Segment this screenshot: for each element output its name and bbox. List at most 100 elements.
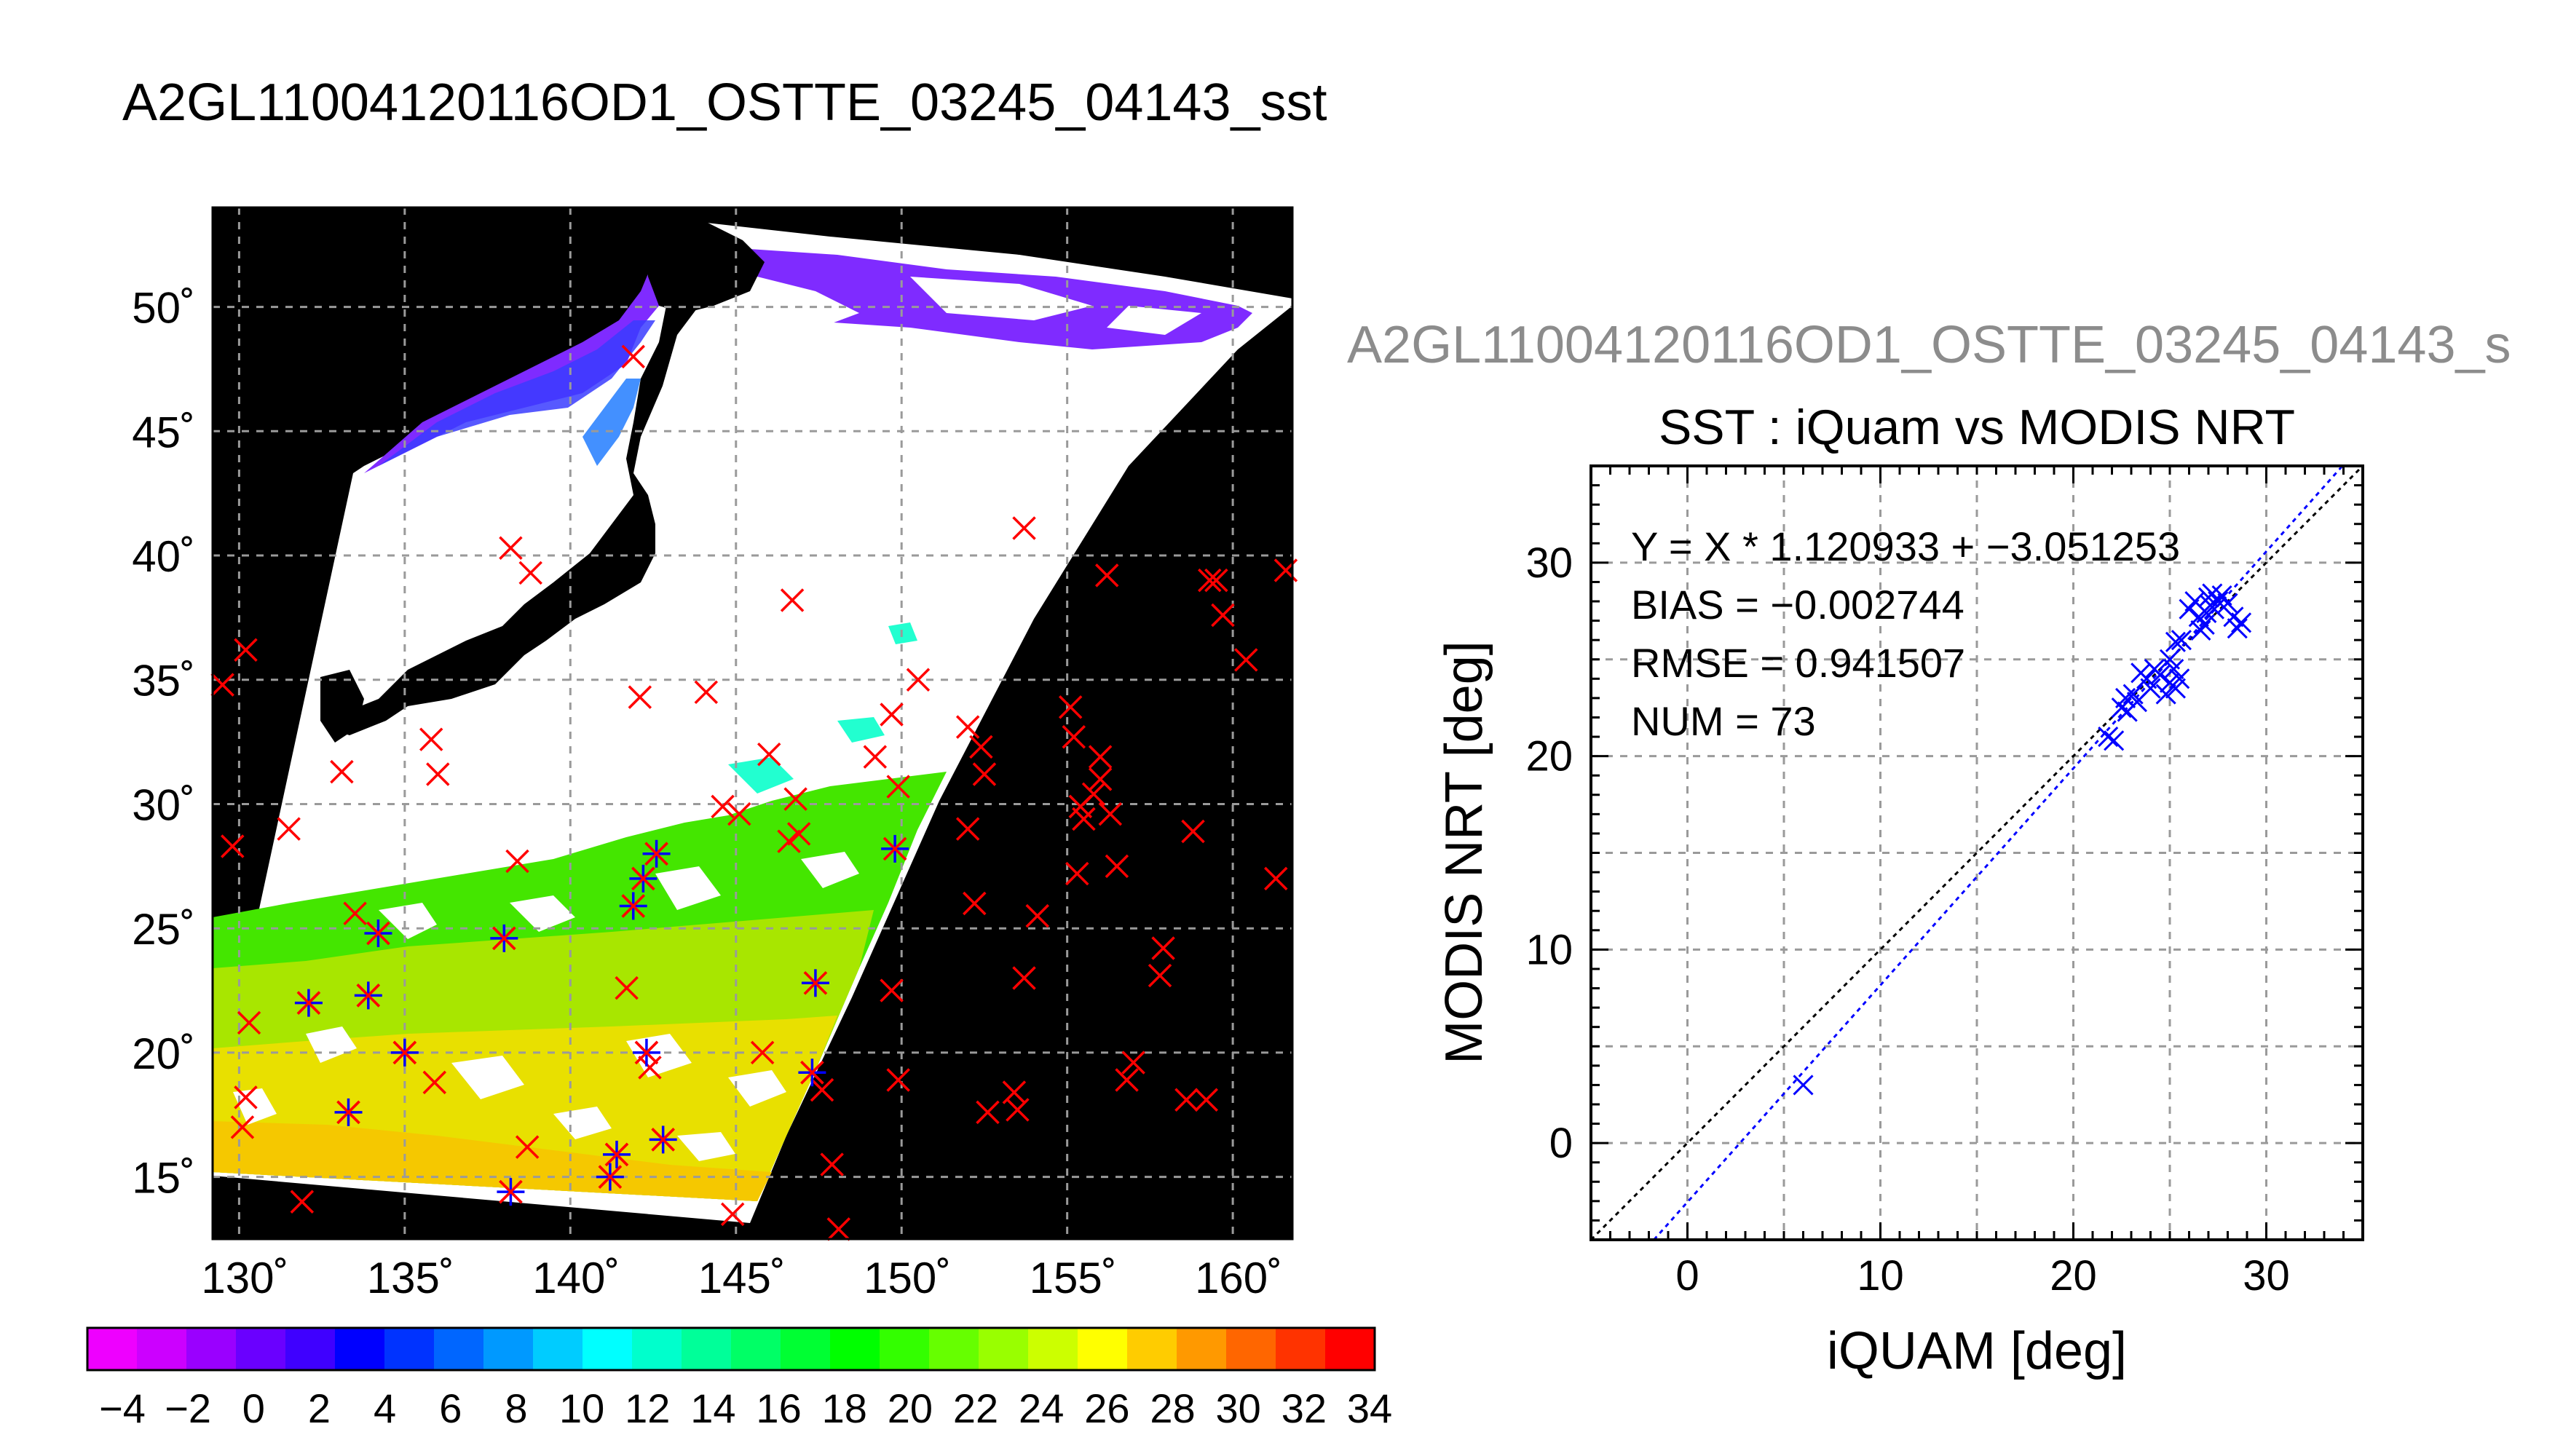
- buoy-marker: [780, 588, 805, 612]
- map-lat-label: 25˚: [132, 905, 195, 954]
- buoy-marker: [720, 1202, 745, 1227]
- buoy-marker: [694, 680, 719, 705]
- buoy-marker: [336, 1100, 360, 1125]
- colorbar-tick-label: 22: [953, 1385, 998, 1431]
- map-lat-label: 20˚: [132, 1029, 195, 1078]
- scatter-point: [2155, 684, 2176, 705]
- scatter-stat-line: RMSE = 0.941507: [1631, 640, 1965, 686]
- map-lon-label: 150˚: [864, 1254, 951, 1302]
- colorbar-bin: [583, 1328, 633, 1370]
- colorbar-bin: [285, 1328, 336, 1370]
- buoy-marker: [1151, 936, 1175, 960]
- buoy-marker: [976, 1100, 1000, 1125]
- buoy-marker: [1234, 648, 1258, 672]
- colorbar-bin: [384, 1328, 435, 1370]
- colorbar-bin: [335, 1328, 385, 1370]
- map-lat-label: 40˚: [132, 532, 195, 581]
- buoy-marker: [515, 1135, 540, 1159]
- scatter-point: [2190, 620, 2211, 641]
- buoy-marker: [1095, 563, 1119, 587]
- buoy-marker: [1121, 1051, 1145, 1075]
- buoy-marker: [634, 1040, 659, 1065]
- buoy-marker: [955, 715, 980, 739]
- buoy-marker: [1181, 819, 1205, 844]
- colorbar-bin: [731, 1328, 781, 1370]
- buoy-marker: [880, 978, 904, 1002]
- colorbar-tick-label: 12: [625, 1385, 670, 1431]
- colorbar-bin: [1226, 1328, 1276, 1370]
- scatter-point: [2098, 726, 2119, 748]
- colorbar-bin: [830, 1328, 880, 1370]
- figure-title: A2GL11004120116OD1_OSTTE_03245_04143_sst: [122, 74, 1327, 132]
- scatter-y-tick-labels: 0 10 20 30: [1525, 539, 1573, 1167]
- scatter-y-tick-label: 20: [1525, 733, 1573, 780]
- scatter-header: A2GL11004120116OD1_OSTTE_03245_04143_s: [1347, 316, 2511, 374]
- colorbar-tick-label: 8: [505, 1385, 527, 1431]
- buoy-marker: [277, 817, 301, 841]
- cold-band-clouds: [677, 277, 1201, 335]
- buoy-marker: [1115, 1068, 1139, 1092]
- regression-line: [1653, 465, 2344, 1241]
- buoy-marker: [777, 829, 801, 853]
- colorbar-tick-label: 18: [822, 1385, 867, 1431]
- buoy-marker: [499, 536, 523, 561]
- map-buoy-markers: [210, 344, 1298, 1241]
- buoy-marker: [644, 842, 668, 866]
- sst-colorbar: −4 −2 0 2 4 6 8 10 12 14 16 18 20 22 24 26 28 30 32 34: [86, 1326, 1392, 1431]
- colorbar-bin: [483, 1328, 534, 1370]
- colorbar-bin: [137, 1328, 187, 1370]
- scatter-y-tick-label: 30: [1525, 539, 1573, 587]
- scatter-point: [2163, 658, 2184, 680]
- buoy-marker: [1148, 963, 1172, 988]
- buoy-marker: [1088, 745, 1113, 769]
- buoy-marker: [628, 685, 652, 709]
- buoy-marker: [426, 762, 450, 786]
- colorbar-tick-label: 14: [690, 1385, 735, 1431]
- scatter-y-tick-label: 0: [1549, 1120, 1573, 1167]
- sst-band-cold-blue: [379, 320, 655, 466]
- scatter-y-tick-label: 10: [1525, 926, 1573, 973]
- buoy-marker: [330, 759, 354, 784]
- scatter-y-axis-label: MODIS NRT [deg]: [1435, 641, 1493, 1064]
- buoy-marker: [886, 775, 910, 799]
- colorbar-bin: [929, 1328, 979, 1370]
- colorbar-bin: [1325, 1328, 1375, 1370]
- buoy-marker: [1098, 802, 1123, 826]
- scatter-point: [2122, 684, 2144, 705]
- scatter-x-tick-label: 0: [1675, 1252, 1699, 1299]
- colorbar-tick-label: 28: [1150, 1385, 1195, 1431]
- scatter-point: [2149, 664, 2171, 686]
- scatter-point: [2169, 668, 2190, 689]
- map-swath: [213, 218, 1292, 1223]
- buoy-marker: [621, 894, 645, 918]
- buoy-marker: [237, 1010, 261, 1035]
- buoy-marker: [810, 1077, 834, 1102]
- buoy-marker: [1058, 695, 1083, 719]
- colorbar-tick-label: 4: [374, 1385, 396, 1431]
- scatter-panel: A2GL11004120116OD1_OSTTE_03245_04143_s S…: [1347, 316, 2511, 1380]
- colorbar-tick-label: 20: [888, 1385, 933, 1431]
- colorbar-bin: [632, 1328, 682, 1370]
- map-latitude-labels: 50˚ 45˚ 40˚ 35˚ 30˚ 25˚ 20˚ 15˚: [132, 284, 195, 1203]
- sst-band-cold-cyan: [583, 379, 641, 466]
- map-lat-label: 50˚: [132, 284, 195, 333]
- buoy-marker: [826, 1217, 851, 1241]
- buoy-marker: [711, 794, 735, 819]
- map-lat-label: 30˚: [132, 780, 195, 829]
- scatter-statistics: Y = X * 1.120933 + −3.051253 BIAS = −0.00…: [1631, 523, 2180, 744]
- colorbar-bin: [781, 1328, 831, 1370]
- map-lon-label: 140˚: [532, 1254, 620, 1302]
- buoy-marker: [1174, 1088, 1198, 1112]
- buoy-marker: [492, 926, 516, 951]
- buoy-marker: [1012, 516, 1036, 540]
- colorbar-bin: [979, 1328, 1029, 1370]
- map-frame: [211, 206, 1294, 1241]
- colorbar-bin: [1078, 1328, 1128, 1370]
- scatter-point: [1793, 1075, 1814, 1096]
- scatter-points: [1793, 583, 2252, 1096]
- buoy-marker: [230, 1115, 255, 1139]
- colorbar-tick-label: 32: [1282, 1385, 1327, 1431]
- map-lon-label: 160˚: [1195, 1254, 1282, 1302]
- buoy-marker: [750, 1040, 775, 1065]
